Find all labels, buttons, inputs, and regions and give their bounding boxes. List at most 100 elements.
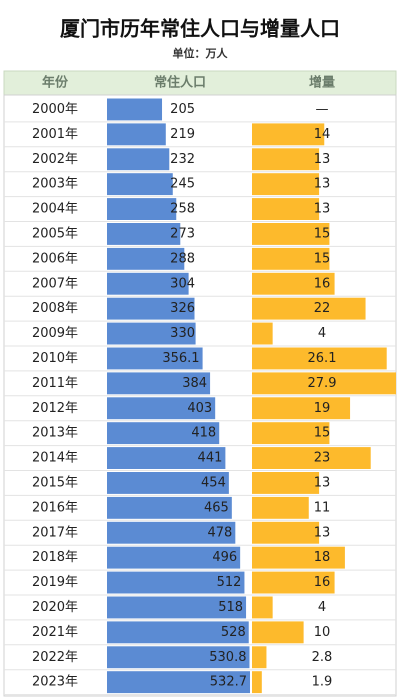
bar	[107, 621, 249, 644]
bar	[252, 621, 304, 644]
bar	[252, 173, 320, 196]
year-label: 2001年	[32, 127, 78, 142]
bar	[252, 123, 325, 146]
bar	[107, 596, 247, 619]
bar	[107, 496, 232, 519]
value-label: 518	[218, 600, 243, 615]
bar	[252, 521, 320, 544]
header-row	[3, 70, 397, 96]
bar	[252, 646, 267, 669]
year-label: 2004年	[32, 202, 78, 217]
value-label: 403	[187, 401, 212, 416]
value-label: 4	[318, 326, 326, 341]
year-label: 2015年	[32, 475, 78, 490]
chart-title: 厦门市历年常住人口与增量人口	[60, 17, 340, 41]
value-label: 15	[314, 251, 331, 266]
bar	[252, 148, 320, 171]
year-label: 2010年	[32, 351, 78, 366]
bar	[252, 447, 371, 469]
value-label: 2.8	[312, 650, 333, 665]
bar	[252, 671, 262, 694]
bar	[107, 347, 203, 370]
value-label: 273	[170, 226, 195, 241]
bar	[107, 372, 211, 395]
year-label: 2019年	[32, 575, 78, 590]
bar	[107, 571, 245, 594]
value-label: 4	[318, 600, 326, 615]
value-label: 232	[170, 152, 195, 167]
bar	[252, 596, 273, 619]
value-label: 330	[170, 326, 195, 341]
bar	[252, 322, 273, 345]
bar	[107, 322, 196, 345]
value-label: 465	[204, 500, 229, 515]
value-label: 532.7	[210, 675, 247, 690]
chart-subtitle: 单位：万人	[173, 46, 229, 60]
year-label: 2003年	[32, 177, 78, 192]
bar	[252, 397, 351, 420]
bar	[107, 521, 236, 544]
value-label: 15	[314, 426, 331, 441]
year-label: 2011年	[32, 376, 78, 391]
value-label: 1.9	[312, 675, 333, 690]
bar	[252, 472, 320, 494]
bar	[252, 247, 330, 270]
column-header: 常住人口	[154, 75, 206, 91]
value-label: 19	[314, 401, 331, 416]
value-label: 18	[314, 550, 331, 565]
bar	[252, 372, 396, 395]
value-label: 27.9	[308, 376, 337, 391]
value-label: 13	[314, 202, 331, 217]
value-label: 16	[314, 276, 331, 291]
bar	[252, 297, 366, 320]
value-label: 26.1	[308, 351, 337, 366]
value-label: 356.1	[162, 351, 199, 366]
bar	[107, 646, 250, 669]
bar	[107, 223, 181, 245]
value-label: 441	[198, 451, 223, 466]
year-label: 2016年	[32, 500, 78, 515]
value-label: 326	[170, 301, 195, 316]
bar	[107, 671, 250, 694]
year-label: 2007年	[32, 276, 78, 291]
value-label: 13	[314, 525, 331, 540]
year-label: 2002年	[32, 152, 78, 167]
bar	[252, 546, 345, 569]
value-label: 288	[170, 251, 195, 266]
value-label: 454	[201, 475, 226, 490]
year-label: 2023年	[32, 675, 78, 690]
bar	[252, 198, 320, 220]
value-label: 418	[191, 426, 216, 441]
year-label: 2018年	[32, 550, 78, 565]
year-label: 2006年	[32, 251, 78, 266]
bar	[252, 496, 309, 519]
bar	[107, 472, 229, 494]
bar	[107, 148, 170, 171]
bar	[252, 223, 330, 245]
value-label: 23	[314, 451, 331, 466]
year-label: 2008年	[32, 301, 78, 316]
column-header: 增量	[309, 75, 335, 91]
bar	[107, 297, 195, 320]
value-label: 512	[217, 575, 242, 590]
value-label: —	[316, 102, 329, 117]
bar	[252, 347, 387, 370]
value-label: 13	[314, 152, 331, 167]
bar	[107, 422, 220, 445]
value-label: 384	[182, 376, 207, 391]
bar	[252, 272, 335, 295]
year-label: 2013年	[32, 426, 78, 441]
bar	[107, 247, 185, 270]
value-label: 496	[212, 550, 237, 565]
year-label: 2000年	[32, 102, 78, 117]
column-header: 年份	[42, 75, 69, 91]
year-label: 2022年	[32, 650, 78, 665]
bar	[107, 546, 241, 569]
year-label: 2020年	[32, 600, 78, 615]
value-label: 530.8	[209, 650, 246, 665]
year-label: 2005年	[32, 226, 78, 241]
year-label: 2009年	[32, 326, 78, 341]
value-label: 13	[314, 177, 331, 192]
value-label: 245	[170, 177, 195, 192]
year-label: 2014年	[32, 451, 78, 466]
